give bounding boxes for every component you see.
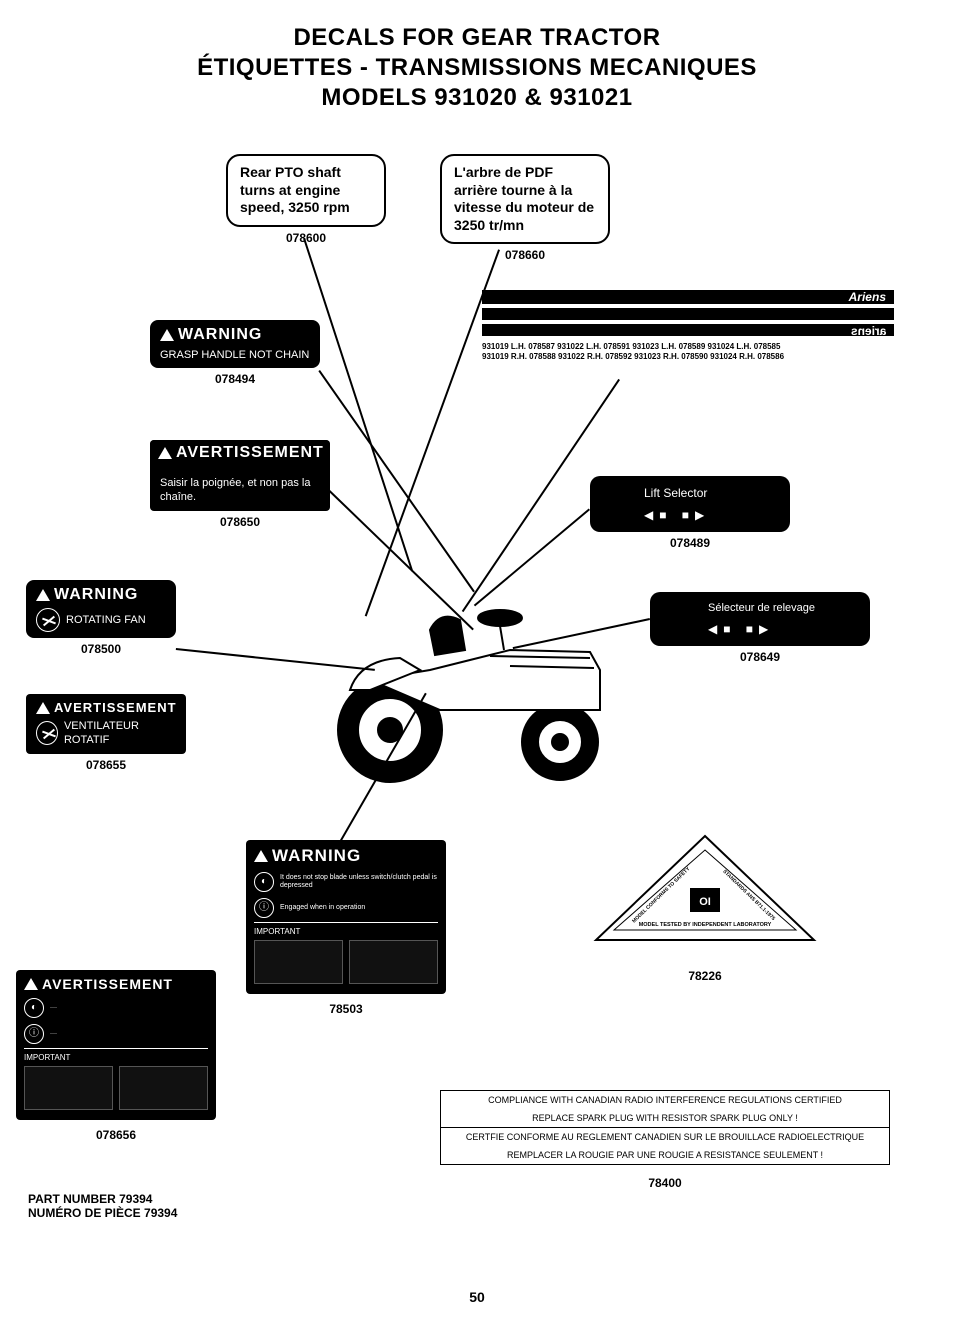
warning-label: WARNING GRASP HANDLE NOT CHAIN: [150, 320, 320, 368]
pictogram: [24, 1066, 113, 1110]
lift-arrows: ◀■ ■▶: [644, 508, 776, 522]
brand-ariens: Ariens: [849, 290, 886, 304]
lift-title: Lift Selector: [644, 486, 776, 500]
decal-lift-selector-fr: Sélecteur de relevage ◀■ ■▶ 078649: [650, 592, 870, 664]
part-number: 078489: [590, 536, 790, 550]
title-line-2: ÉTIQUETTES - TRANSMISSIONS MECANIQUES: [0, 54, 954, 82]
opei-bottom: MODEL TESTED BY INDEPENDENT LABORATORY: [639, 922, 772, 928]
warning-body: Saisir la poignée, et non pas la chaîne.: [150, 470, 330, 511]
decal-ariens-stripe: Ariens ariens 931019 L.H. 078587 931022 …: [482, 290, 894, 363]
warn-text-1: It does not stop blade unless switch/clu…: [280, 874, 438, 891]
leader-line: [365, 249, 500, 616]
page-number: 50: [0, 1289, 954, 1305]
lift-arrows: ◀■ ■▶: [708, 622, 856, 636]
warning-body: ROTATING FAN: [66, 613, 146, 627]
part-number: 78503: [246, 1002, 446, 1016]
decal-compliance: COMPLIANCE WITH CANADIAN RADIO INTERFERE…: [440, 1090, 890, 1165]
decal-big-warning-en: WARNING ◐ It does not stop blade unless s…: [246, 840, 446, 1016]
decal-big-warning-fr: AVERTISSEMENT ◐ — ⓘ — IMPORTANT 078656: [16, 970, 216, 1142]
stripe-parts-line1: 931019 L.H. 078587 931022 L.H. 078591 93…: [482, 342, 894, 352]
warning-icon: [158, 447, 172, 459]
svg-text:OI: OI: [699, 896, 711, 908]
compliance-l4: REMPLACER LA ROUGIE PAR UNE ROUGIE A RES…: [441, 1146, 889, 1164]
footer-part-en: PART NUMBER 79394: [28, 1192, 177, 1206]
important-label: IMPORTANT: [254, 927, 438, 936]
pictogram: [349, 940, 438, 984]
part-number: 078660: [440, 248, 610, 262]
callout-text: L'arbre de PDF arrière tourne à la vites…: [440, 154, 610, 244]
decal-rear-pto-en: Rear PTO shaft turns at engine speed, 32…: [226, 154, 386, 245]
lift-selector-label: Lift Selector ◀■ ■▶: [590, 476, 790, 532]
warn-text: —: [50, 1030, 57, 1038]
compliance-l1: COMPLIANCE WITH CANADIAN RADIO INTERFERE…: [441, 1091, 889, 1109]
callout-text: Rear PTO shaft turns at engine speed, 32…: [226, 154, 386, 227]
brand-ariens-mirror: ariens: [851, 324, 886, 338]
decal-warn-grasp-en: WARNING GRASP HANDLE NOT CHAIN 078494: [150, 320, 320, 386]
warning-icon: [36, 589, 50, 601]
important-label: IMPORTANT: [24, 1053, 208, 1062]
part-number: 078655: [26, 758, 186, 772]
warning-header: AVERTISSEMENT: [176, 444, 324, 462]
warning-body: VENTILATEUR ROTATIF: [64, 719, 176, 748]
engage-icon: ⓘ: [254, 898, 274, 918]
part-number: 078500: [26, 642, 176, 656]
warning-header: WARNING: [178, 326, 262, 344]
part-number: 078494: [150, 372, 320, 386]
lift-selector-label: Sélecteur de relevage ◀■ ■▶: [650, 592, 870, 646]
part-number: 078650: [150, 515, 330, 529]
part-number: 078649: [650, 650, 870, 664]
warning-body: GRASP HANDLE NOT CHAIN: [160, 348, 310, 362]
avertissement-label: AVERTISSEMENT VENTILATEUR ROTATIF: [26, 694, 186, 754]
warn-text: —: [50, 1004, 57, 1012]
decal-warn-grasp-fr: AVERTISSEMENT Saisir la poignée, et non …: [150, 440, 330, 529]
compliance-l2: REPLACE SPARK PLUG WITH RESISTOR SPARK P…: [441, 1109, 889, 1127]
footer-part-numbers: PART NUMBER 79394 NUMÉRO DE PIÈCE 79394: [28, 1192, 177, 1220]
warning-icon: [254, 850, 268, 862]
big-avertissement-label: AVERTISSEMENT ◐ — ⓘ — IMPORTANT: [16, 970, 216, 1120]
warning-header: WARNING: [54, 586, 138, 604]
stop-icon: ◐: [24, 998, 44, 1018]
part-number: 78226: [590, 969, 820, 983]
avertissement-label: AVERTISSEMENT Saisir la poignée, et non …: [150, 440, 330, 511]
warning-icon: [36, 702, 50, 714]
big-warning-label: WARNING ◐ It does not stop blade unless s…: [246, 840, 446, 994]
footer-part-fr: NUMÉRO DE PIÈCE 79394: [28, 1206, 177, 1220]
leader-line: [319, 370, 475, 592]
warning-header: AVERTISSEMENT: [54, 700, 177, 715]
decal-warn-fan-fr: AVERTISSEMENT VENTILATEUR ROTATIF 078655: [26, 694, 186, 772]
page-title: DECALS FOR GEAR TRACTOR ÉTIQUETTES - TRA…: [0, 0, 954, 112]
pictogram: [254, 940, 343, 984]
fan-icon: [36, 608, 60, 632]
stop-icon: ◐: [254, 872, 274, 892]
warning-icon: [160, 329, 174, 341]
tractor-illustration: [310, 570, 630, 790]
engage-icon: ⓘ: [24, 1024, 44, 1044]
title-line-3: MODELS 931020 & 931021: [0, 84, 954, 112]
title-line-1: DECALS FOR GEAR TRACTOR: [0, 24, 954, 52]
warning-header: WARNING: [272, 846, 361, 866]
warning-icon: [24, 978, 38, 990]
warn-text-2: Engaged when in operation: [280, 904, 365, 912]
warning-label: WARNING ROTATING FAN: [26, 580, 176, 638]
pictogram: [119, 1066, 208, 1110]
lift-title: Sélecteur de relevage: [708, 602, 856, 614]
decal-warn-fan-en: WARNING ROTATING FAN 078500: [26, 580, 176, 656]
part-number: 78400: [440, 1176, 890, 1190]
fan-icon: [36, 721, 58, 745]
stripe-parts-line2: 931019 R.H. 078588 931022 R.H. 078592 93…: [482, 352, 894, 362]
decal-lift-selector-en: Lift Selector ◀■ ■▶ 078489: [590, 476, 790, 550]
part-number: 078656: [16, 1128, 216, 1142]
decal-rear-pto-fr: L'arbre de PDF arrière tourne à la vites…: [440, 154, 610, 262]
decal-opei-triangle: OI MODEL TESTED BY INDEPENDENT LABORATOR…: [590, 830, 820, 960]
warning-header: AVERTISSEMENT: [42, 976, 173, 992]
compliance-l3: CERTFIE CONFORME AU REGLEMENT CANADIEN S…: [441, 1127, 889, 1146]
